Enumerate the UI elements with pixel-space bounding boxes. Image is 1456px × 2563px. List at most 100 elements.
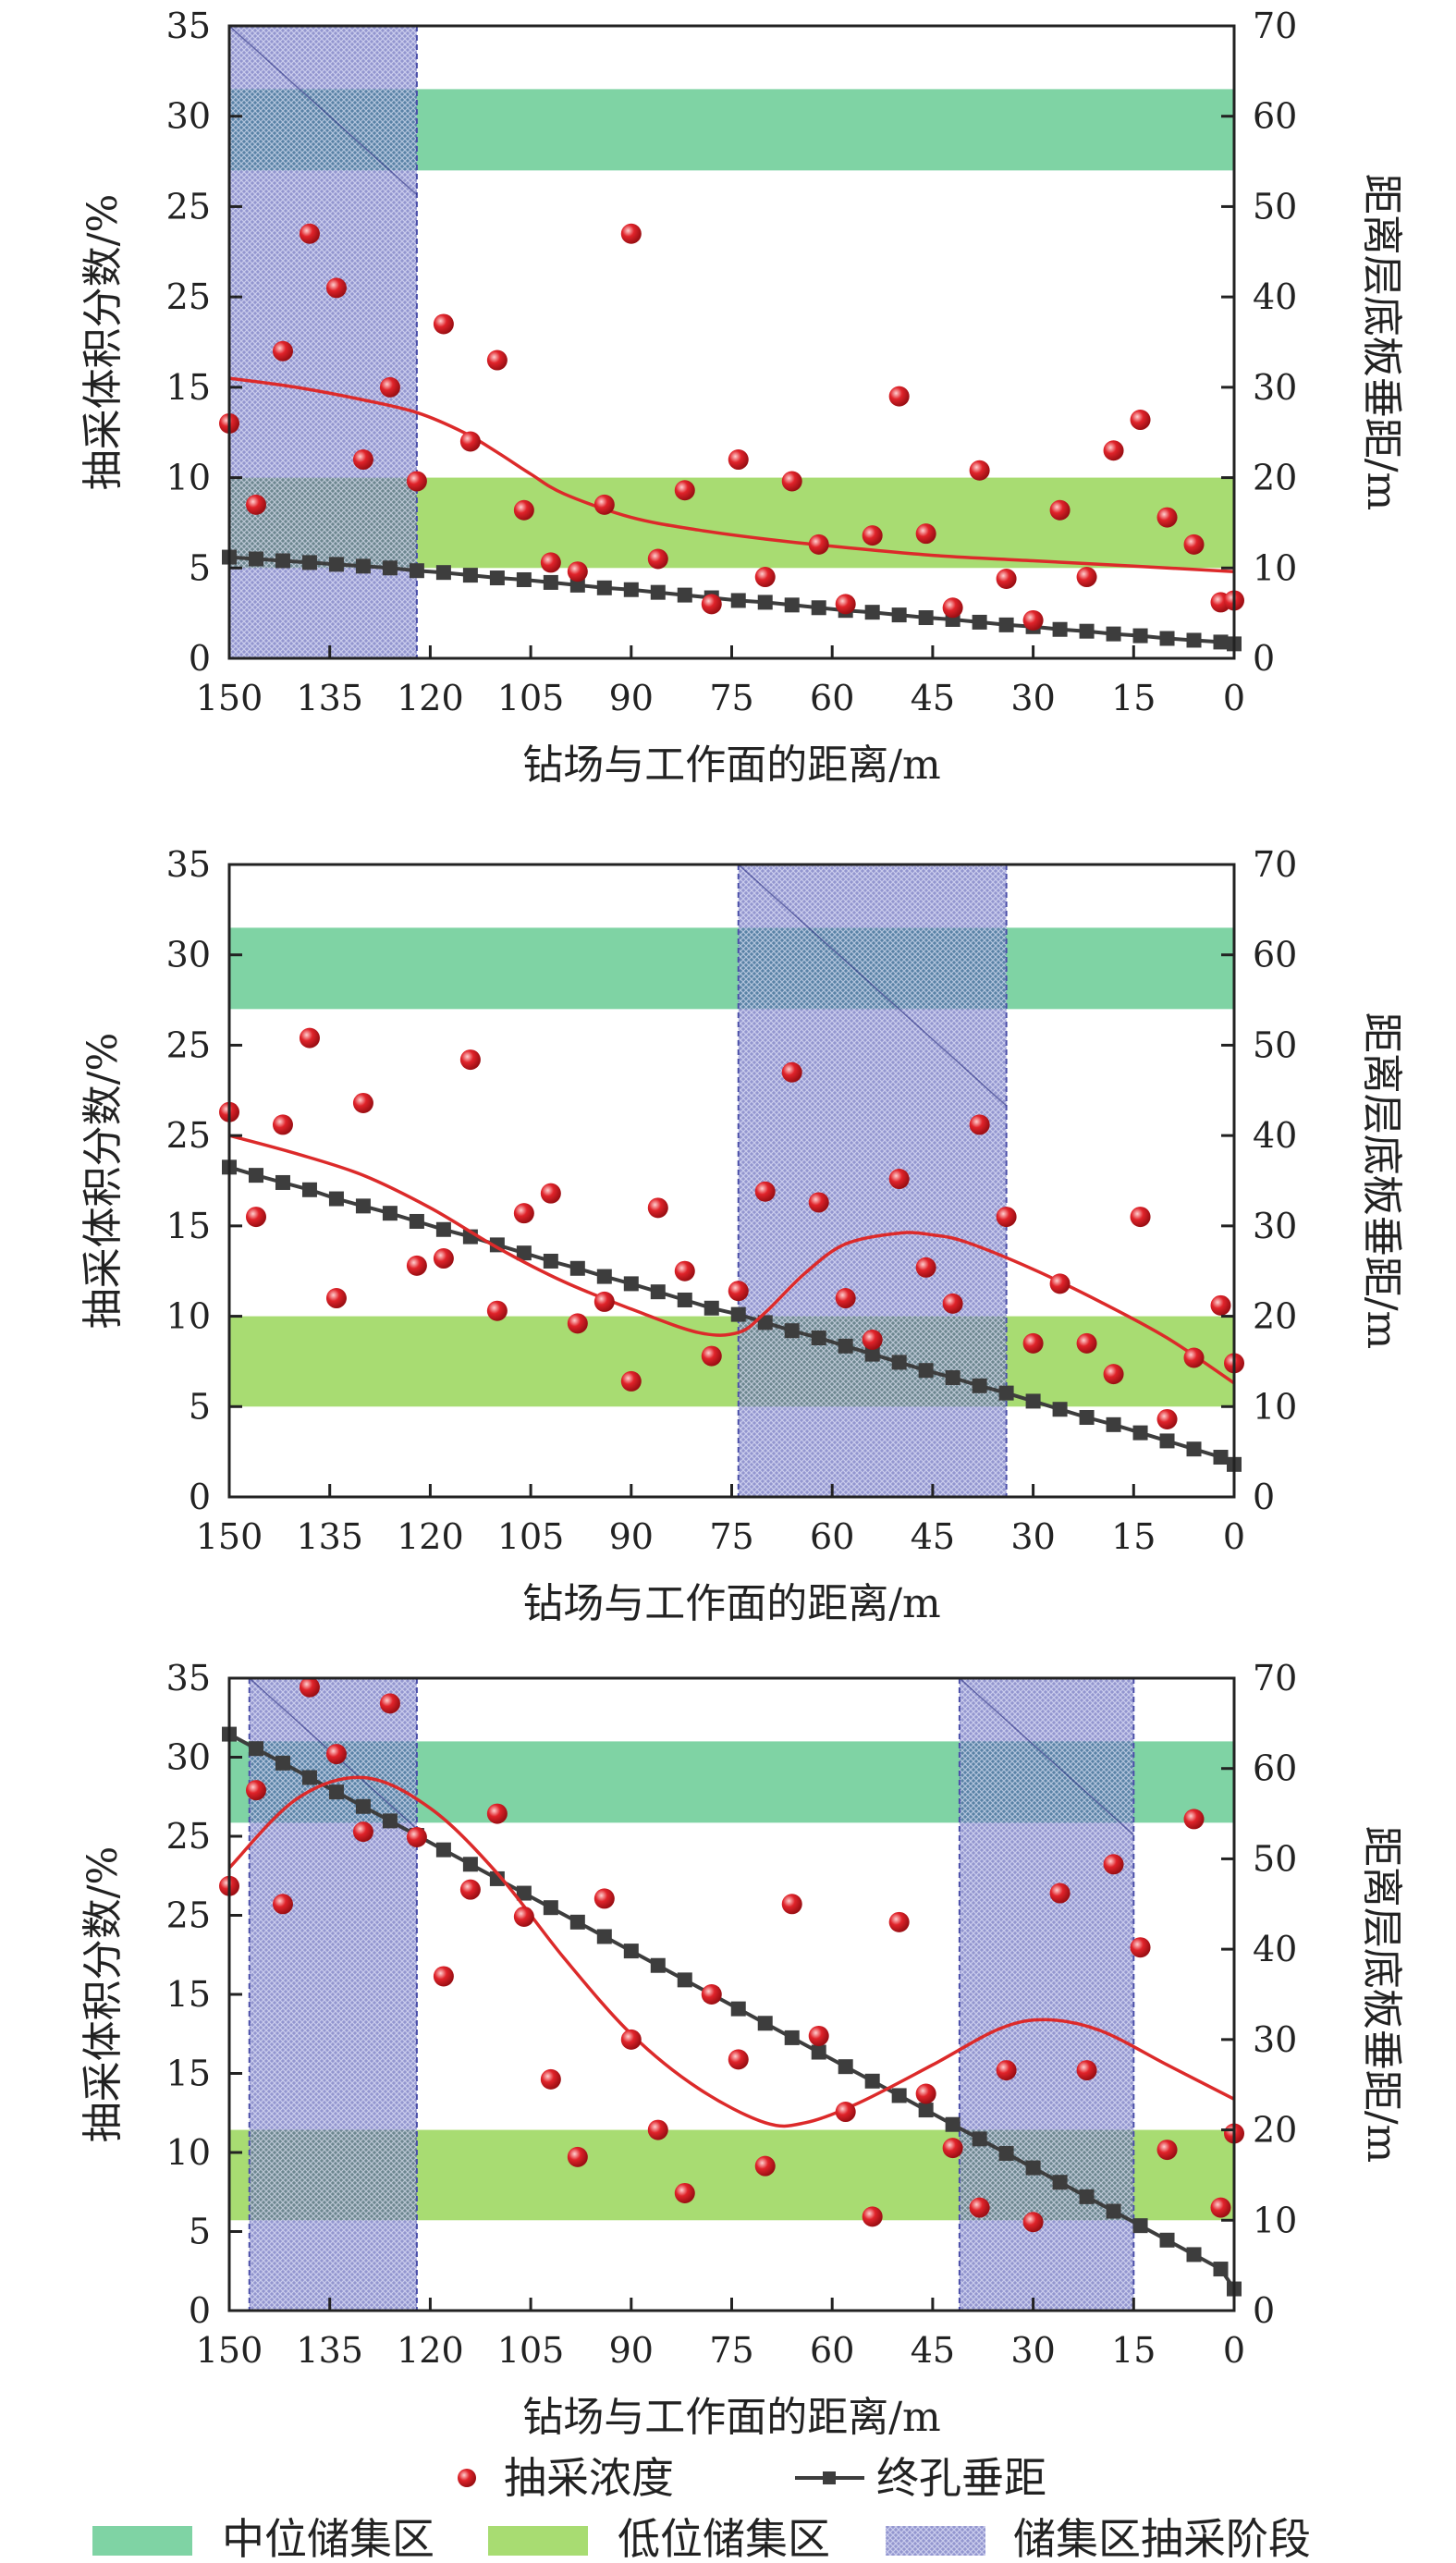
distance-marker	[998, 2145, 1014, 2161]
distance-marker	[972, 2131, 987, 2147]
concentration-point	[969, 1114, 990, 1135]
y-tick-label: 35	[166, 1658, 211, 1698]
concentration-point	[888, 386, 910, 407]
y2-axis-label: 距离层底板垂距/m	[1358, 174, 1405, 511]
concentration-point	[272, 1114, 293, 1135]
distance-marker	[569, 1260, 585, 1276]
y-tick-label: 15	[166, 2054, 211, 2094]
concentration-point	[808, 2025, 829, 2046]
concentration-point	[593, 1291, 615, 1312]
concentration-point	[1156, 507, 1178, 528]
y-axis-label: 抽采体积分数/%	[80, 1033, 127, 1330]
distance-marker	[409, 1213, 424, 1229]
chart-panel-2: 150 135 120 105 90 75 60 45 30 15 0051015252530350…	[80, 844, 1405, 1627]
y2-tick-label: 40	[1253, 1115, 1297, 1156]
distance-marker	[918, 610, 934, 626]
y2-tick-label: 30	[1253, 2019, 1297, 2060]
x-tick-label: 15	[1111, 1516, 1156, 1557]
distance-marker	[1052, 2175, 1068, 2190]
concentration-point	[888, 1911, 910, 1932]
distance-marker	[1132, 2218, 1148, 2234]
concentration-point	[245, 1780, 266, 1801]
x-tick-label: 45	[911, 1516, 955, 1557]
distance-marker	[998, 617, 1014, 632]
y-tick-label: 0	[189, 2290, 211, 2331]
concentration-point	[862, 525, 883, 546]
concentration-point	[835, 2102, 856, 2123]
x-tick-label: 75	[709, 2330, 753, 2371]
x-tick-label: 0	[1223, 2330, 1245, 2371]
x-tick-label: 60	[810, 1516, 854, 1557]
concentration-point	[1130, 1937, 1151, 1958]
y2-tick-label: 60	[1253, 935, 1297, 975]
y2-axis-label: 距离层底板垂距/m	[1358, 1012, 1405, 1350]
distance-marker	[650, 1284, 666, 1300]
concentration-point	[888, 1169, 910, 1190]
distance-marker	[462, 1857, 478, 1872]
distance-marker	[704, 1300, 719, 1316]
y2-tick-label: 60	[1253, 96, 1297, 137]
distance-marker	[516, 1245, 532, 1261]
concentration-point	[647, 2119, 668, 2140]
concentration-point	[942, 2138, 963, 2159]
distance-marker	[248, 1741, 263, 1757]
distance-marker	[891, 2088, 907, 2103]
concentration-point	[674, 1260, 695, 1282]
concentration-point	[754, 2155, 776, 2177]
concentration-point	[1022, 2212, 1044, 2233]
distance-marker	[1079, 1410, 1095, 1426]
concentration-point	[513, 499, 534, 521]
distance-marker	[569, 1914, 585, 1930]
concentration-point	[781, 1061, 802, 1083]
concentration-point	[593, 494, 615, 515]
distance-marker	[838, 1338, 853, 1354]
distance-marker	[382, 1206, 398, 1221]
distance-marker	[730, 2001, 746, 2017]
distance-marker	[650, 584, 666, 600]
distance-marker	[1186, 1441, 1202, 1457]
concentration-point	[433, 1966, 454, 1987]
concentration-point	[406, 471, 427, 492]
distance-marker	[382, 560, 398, 576]
concentration-point	[1022, 1332, 1044, 1354]
legend-low-zone-label: 低位储集区	[618, 2514, 830, 2563]
concentration-point	[352, 449, 373, 471]
concentration-point	[540, 552, 561, 573]
distance-marker	[945, 1370, 960, 1386]
distance-marker	[757, 2016, 773, 2031]
concentration-point	[245, 1207, 266, 1228]
concentration-point	[459, 1049, 481, 1071]
concentration-point	[459, 431, 481, 452]
concentration-point	[1156, 2140, 1178, 2161]
y-tick-label: 5	[189, 547, 211, 588]
y2-tick-label: 70	[1253, 6, 1297, 46]
concentration-point	[835, 1288, 856, 1309]
stage-region-1	[249, 1678, 417, 2311]
concentration-point	[299, 1027, 320, 1048]
x-tick-label: 105	[497, 2330, 565, 2371]
concentration-point	[352, 1821, 373, 1843]
y-tick-label: 10	[166, 458, 211, 498]
distance-marker	[489, 570, 505, 586]
distance-marker	[623, 582, 639, 597]
y-tick-label: 15	[166, 367, 211, 408]
distance-marker	[435, 1221, 451, 1237]
distance-marker	[543, 1253, 558, 1269]
distance-marker	[435, 565, 451, 581]
concentration-point	[701, 1984, 722, 2005]
concentration-point	[647, 548, 668, 570]
x-tick-label: 30	[1010, 1516, 1055, 1557]
concentration-point	[433, 1248, 454, 1269]
low-zone-band	[229, 1316, 1234, 1407]
x-tick-label: 15	[1111, 2330, 1156, 2371]
y2-tick-label: 0	[1253, 2290, 1275, 2331]
distance-marker	[516, 571, 532, 587]
concentration-point	[915, 2083, 936, 2104]
distance-marker	[301, 555, 317, 570]
x-axis-label: 钻场与工作面的距离/m	[522, 742, 941, 789]
distance-marker	[945, 2116, 960, 2132]
concentration-point	[567, 561, 588, 582]
distance-marker	[248, 551, 263, 567]
distance-marker	[301, 1182, 317, 1197]
concentration-point	[701, 594, 722, 615]
